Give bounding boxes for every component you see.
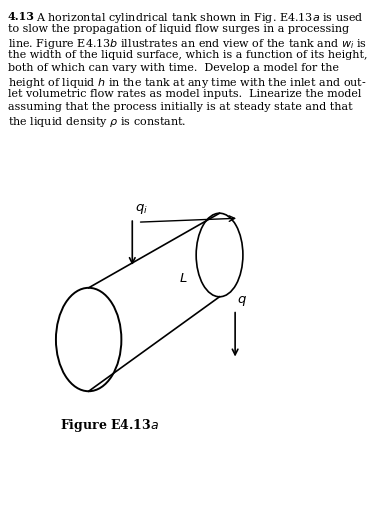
Text: assuming that the process initially is at steady state and that: assuming that the process initially is a…: [8, 102, 352, 112]
Text: $q_i$: $q_i$: [135, 202, 148, 216]
Text: line. Figure E4.13$b$ illustrates an end view of the tank and $w_i$ is: line. Figure E4.13$b$ illustrates an end…: [8, 37, 366, 51]
Text: 4.13: 4.13: [8, 11, 35, 22]
Text: Figure E4.13$a$: Figure E4.13$a$: [60, 417, 159, 434]
Text: $L$: $L$: [179, 272, 188, 285]
Text: $q$: $q$: [238, 294, 248, 308]
Text: A horizontal cylindrical tank shown in Fig. E4.13$a$ is used: A horizontal cylindrical tank shown in F…: [30, 11, 364, 25]
Polygon shape: [89, 213, 219, 391]
Text: the liquid density $\rho$ is constant.: the liquid density $\rho$ is constant.: [8, 115, 186, 129]
Text: height of liquid $h$ in the tank at any time with the inlet and out-: height of liquid $h$ in the tank at any …: [8, 76, 366, 90]
Text: both of which can vary with time.  Develop a model for the: both of which can vary with time. Develo…: [8, 63, 339, 73]
Text: to slow the propagation of liquid flow surges in a processing: to slow the propagation of liquid flow s…: [8, 24, 349, 34]
Text: let volumetric flow rates as model inputs.  Linearize the model: let volumetric flow rates as model input…: [8, 89, 361, 99]
Text: the width of the liquid surface, which is a function of its height,: the width of the liquid surface, which i…: [8, 50, 367, 60]
